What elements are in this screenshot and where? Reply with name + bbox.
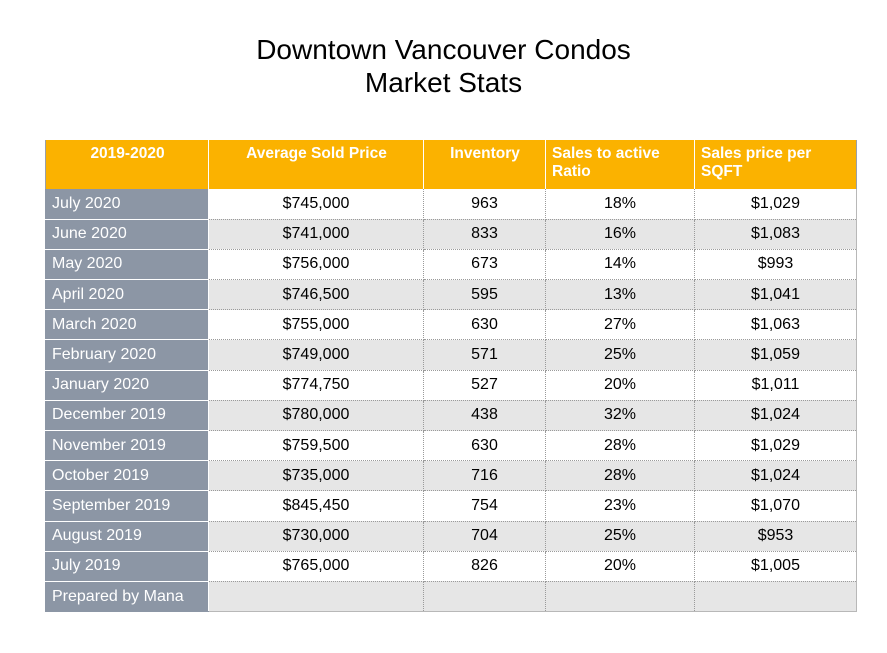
cell-period: March 2020 [45, 309, 209, 341]
cell-sales-to-active-ratio: 27% [545, 309, 695, 341]
title-line-2: Market Stats [364, 67, 523, 98]
cell-inventory: 826 [423, 551, 546, 582]
cell-period: April 2020 [45, 279, 209, 311]
cell-average-sold-price: $759,500 [208, 430, 424, 462]
cell-sales-to-active-ratio: 16% [545, 219, 695, 250]
cell-sales-price-per-sqft: $1,041 [694, 279, 857, 311]
cell-average-sold-price: $765,000 [208, 551, 424, 582]
table-row: July 2019 $765,000 826 20% $1,005 [45, 551, 857, 582]
cell-average-sold-price: $845,450 [208, 490, 424, 522]
table-row: April 2020 $746,500 595 13% $1,041 [45, 279, 857, 311]
cell-sales-to-active-ratio [545, 581, 695, 613]
cell-sales-to-active-ratio: 13% [545, 279, 695, 311]
cell-period: November 2019 [45, 430, 209, 462]
cell-sales-price-per-sqft: $1,059 [694, 339, 857, 371]
cell-inventory: 963 [423, 189, 546, 220]
cell-sales-price-per-sqft: $1,029 [694, 189, 857, 220]
table-row: July 2020 $745,000 963 18% $1,029 [45, 189, 857, 220]
cell-inventory: 595 [423, 279, 546, 311]
cell-period: July 2019 [45, 551, 209, 582]
cell-sales-to-active-ratio: 28% [545, 430, 695, 462]
table-row: October 2019 $735,000 716 28% $1,024 [45, 460, 857, 492]
cell-period: Prepared by Mana [45, 581, 209, 613]
table-row: August 2019 $730,000 704 25% $953 [45, 521, 857, 552]
cell-sales-to-active-ratio: 32% [545, 400, 695, 432]
cell-period: July 2020 [45, 189, 209, 220]
cell-inventory: 571 [423, 339, 546, 371]
cell-sales-to-active-ratio: 20% [545, 551, 695, 582]
cell-inventory: 630 [423, 430, 546, 462]
cell-average-sold-price: $780,000 [208, 400, 424, 432]
cell-sales-to-active-ratio: 23% [545, 490, 695, 522]
cell-period: December 2019 [45, 400, 209, 432]
header-sales-to-active-ratio: Sales to active Ratio [545, 140, 695, 189]
cell-period: January 2020 [45, 370, 209, 401]
cell-inventory: 754 [423, 490, 546, 522]
cell-sales-to-active-ratio: 25% [545, 521, 695, 552]
cell-sales-price-per-sqft: $1,024 [694, 460, 857, 492]
cell-inventory: 833 [423, 219, 546, 250]
cell-sales-to-active-ratio: 18% [545, 189, 695, 220]
cell-average-sold-price: $735,000 [208, 460, 424, 492]
cell-sales-to-active-ratio: 28% [545, 460, 695, 492]
table-row: February 2020 $749,000 571 25% $1,059 [45, 339, 857, 371]
cell-period: September 2019 [45, 490, 209, 522]
cell-sales-price-per-sqft: $993 [694, 249, 857, 281]
cell-sales-price-per-sqft: $1,063 [694, 309, 857, 341]
header-average-sold-price: Average Sold Price [208, 140, 424, 189]
cell-sales-price-per-sqft: $1,070 [694, 490, 857, 522]
table-header-row: 2019-2020 Average Sold Price Inventory S… [45, 140, 857, 189]
cell-inventory: 704 [423, 521, 546, 552]
cell-average-sold-price: $741,000 [208, 219, 424, 250]
cell-average-sold-price: $730,000 [208, 521, 424, 552]
cell-period: October 2019 [45, 460, 209, 492]
cell-average-sold-price: $774,750 [208, 370, 424, 401]
table-row: June 2020 $741,000 833 16% $1,083 [45, 219, 857, 250]
title-line-1: Downtown Vancouver Condos [256, 34, 631, 65]
cell-sales-price-per-sqft: $953 [694, 521, 857, 552]
header-inventory: Inventory [423, 140, 546, 189]
table-row: Prepared by Mana [45, 581, 857, 613]
cell-average-sold-price: $749,000 [208, 339, 424, 371]
table-row: September 2019 $845,450 754 23% $1,070 [45, 490, 857, 522]
cell-sales-price-per-sqft: $1,083 [694, 219, 857, 250]
cell-sales-price-per-sqft [694, 581, 857, 613]
market-stats-table: 2019-2020 Average Sold Price Inventory S… [45, 140, 857, 613]
cell-period: February 2020 [45, 339, 209, 371]
cell-sales-to-active-ratio: 25% [545, 339, 695, 371]
page-title: Downtown Vancouver Condos Market Stats [0, 33, 887, 99]
table-body: July 2020 $745,000 963 18% $1,029 June 2020 $7… [45, 189, 857, 613]
cell-sales-to-active-ratio: 14% [545, 249, 695, 281]
header-sales-price-per-sqft: Sales price per SQFT [694, 140, 857, 189]
cell-period: June 2020 [45, 219, 209, 250]
cell-inventory: 673 [423, 249, 546, 281]
cell-inventory: 527 [423, 370, 546, 401]
cell-inventory: 716 [423, 460, 546, 492]
cell-sales-price-per-sqft: $1,005 [694, 551, 857, 582]
cell-sales-price-per-sqft: $1,011 [694, 370, 857, 401]
cell-inventory: 630 [423, 309, 546, 341]
cell-average-sold-price: $745,000 [208, 189, 424, 220]
cell-period: August 2019 [45, 521, 209, 552]
cell-sales-price-per-sqft: $1,029 [694, 430, 857, 462]
cell-inventory [423, 581, 546, 613]
cell-average-sold-price: $746,500 [208, 279, 424, 311]
cell-average-sold-price: $756,000 [208, 249, 424, 281]
cell-sales-to-active-ratio: 20% [545, 370, 695, 401]
table-row: December 2019 $780,000 438 32% $1,024 [45, 400, 857, 432]
table-row: November 2019 $759,500 630 28% $1,029 [45, 430, 857, 462]
table-row: May 2020 $756,000 673 14% $993 [45, 249, 857, 281]
table-row: March 2020 $755,000 630 27% $1,063 [45, 309, 857, 341]
cell-inventory: 438 [423, 400, 546, 432]
cell-period: May 2020 [45, 249, 209, 281]
cell-average-sold-price [208, 581, 424, 613]
table-row: January 2020 $774,750 527 20% $1,011 [45, 370, 857, 401]
header-period: 2019-2020 [45, 140, 209, 189]
cell-sales-price-per-sqft: $1,024 [694, 400, 857, 432]
cell-average-sold-price: $755,000 [208, 309, 424, 341]
